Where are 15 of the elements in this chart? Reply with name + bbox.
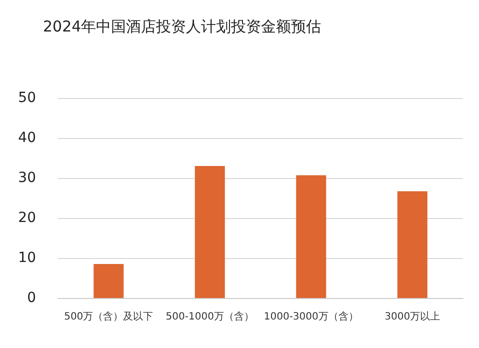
x-tick-label: 1000-3000万（含） bbox=[264, 310, 358, 322]
y-tick-label: 10 bbox=[18, 250, 36, 266]
y-tick-label: 30 bbox=[18, 170, 36, 186]
bar bbox=[397, 191, 428, 298]
x-tick-label: 500-1000万（含） bbox=[166, 310, 254, 322]
x-tick-label: 500万（含）及以下 bbox=[64, 310, 154, 322]
bar bbox=[296, 175, 326, 298]
bar bbox=[94, 264, 124, 298]
x-tick-label: 3000万以上 bbox=[384, 310, 440, 322]
y-tick-label: 0 bbox=[27, 290, 36, 306]
bar bbox=[194, 166, 225, 298]
y-tick-label: 40 bbox=[18, 130, 36, 146]
y-tick-label: 50 bbox=[18, 90, 36, 106]
chart-title: 2024年中国酒店投资人计划投资金额预估 bbox=[43, 18, 322, 36]
y-tick-label: 20 bbox=[18, 210, 36, 226]
